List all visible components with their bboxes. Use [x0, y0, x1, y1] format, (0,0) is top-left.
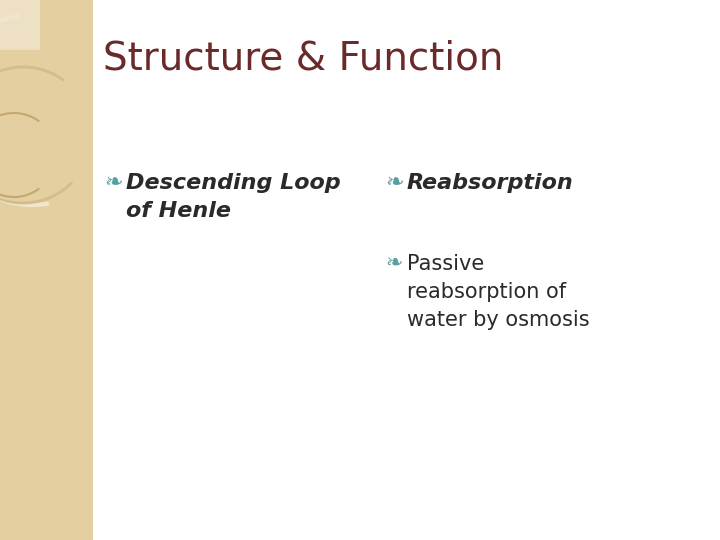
Text: Descending Loop
of Henle: Descending Loop of Henle	[126, 173, 341, 221]
Text: Structure & Function: Structure & Function	[103, 40, 503, 78]
Text: ❧: ❧	[385, 254, 402, 274]
Text: ❧: ❧	[104, 173, 123, 193]
Bar	[0, 0, 40, 50]
Text: Passive
reabsorption of
water by osmosis: Passive reabsorption of water by osmosis	[407, 254, 590, 330]
Text: Reabsorption: Reabsorption	[407, 173, 574, 193]
Bar	[0, 0, 93, 540]
Text: ❧: ❧	[385, 173, 404, 193]
